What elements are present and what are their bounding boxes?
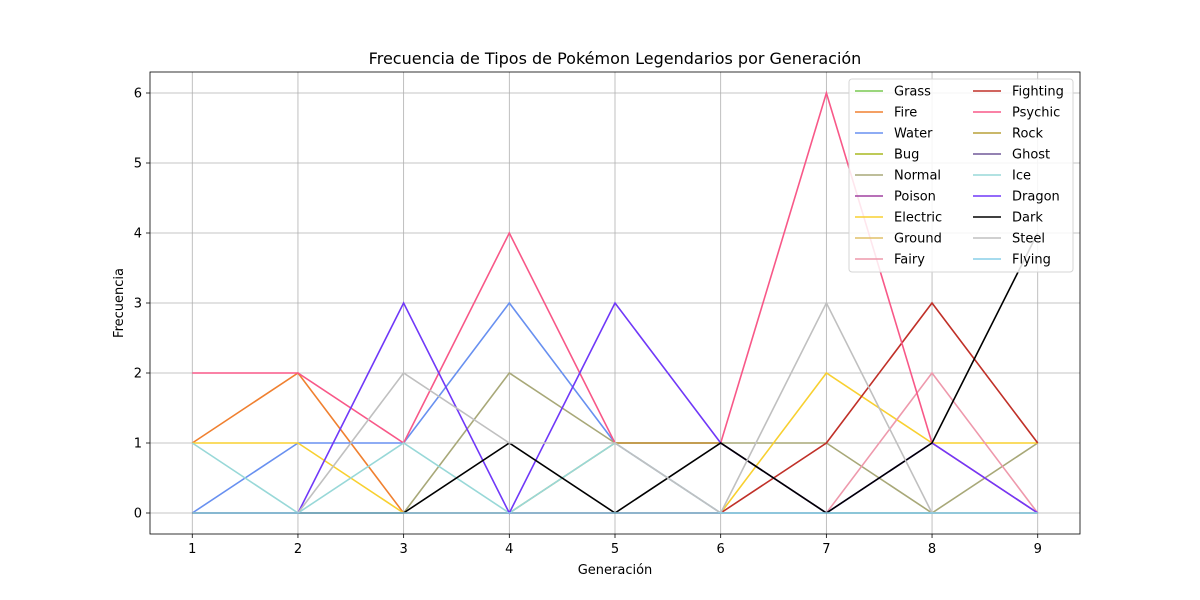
legend-label-bug: Bug bbox=[894, 148, 919, 163]
legend-box bbox=[848, 78, 1074, 273]
legend-label-normal: Normal bbox=[894, 169, 941, 184]
legend-label-poison: Poison bbox=[894, 190, 936, 205]
x-axis: 1 2 3 4 5 6 7 8 9 bbox=[188, 534, 1042, 557]
legend-label-electric: Electric bbox=[894, 211, 942, 226]
y-axis: 0 1 2 3 4 5 6 bbox=[134, 87, 150, 522]
x-tick-label: 7 bbox=[822, 542, 830, 557]
series-line-steel bbox=[192, 301, 1038, 515]
legend-label-fire: Fire bbox=[894, 106, 917, 121]
y-tick-label: 2 bbox=[134, 367, 142, 382]
y-tick-label: 5 bbox=[134, 157, 142, 172]
x-tick-label: 8 bbox=[928, 542, 936, 557]
y-tick-label: 0 bbox=[134, 507, 142, 522]
x-tick-label: 4 bbox=[505, 542, 513, 557]
x-tick-label: 2 bbox=[294, 542, 302, 557]
plot-area bbox=[191, 90, 1039, 515]
y-tick-label: 1 bbox=[134, 437, 142, 452]
legend-label-dark: Dark bbox=[1012, 211, 1043, 226]
legend-label-ground: Ground bbox=[894, 232, 942, 247]
y-tick-label: 6 bbox=[134, 87, 142, 102]
y-tick-label: 3 bbox=[134, 297, 142, 312]
x-tick-label: 3 bbox=[399, 542, 407, 557]
y-tick-label: 4 bbox=[134, 227, 142, 242]
legend-label-rock: Rock bbox=[1012, 127, 1044, 142]
legend-label-grass: Grass bbox=[894, 85, 931, 100]
x-tick-label: 5 bbox=[611, 542, 619, 557]
x-tick-label: 1 bbox=[188, 542, 196, 557]
x-axis-label: Generación bbox=[578, 563, 653, 578]
legend-label-ice: Ice bbox=[1012, 169, 1031, 184]
x-tick-label: 6 bbox=[717, 542, 725, 557]
legend-label-dragon: Dragon bbox=[1012, 190, 1060, 205]
legend: Grass Fire Water Bug Normal Poison Electric Gro… bbox=[848, 78, 1074, 273]
legend-label-fighting: Fighting bbox=[1012, 85, 1064, 100]
legend-label-fairy: Fairy bbox=[894, 253, 925, 268]
legend-label-water: Water bbox=[894, 127, 933, 142]
y-axis-label: Frecuencia bbox=[112, 268, 127, 338]
legend-label-steel: Steel bbox=[1012, 232, 1045, 247]
x-tick-label: 9 bbox=[1034, 542, 1042, 557]
legend-label-psychic: Psychic bbox=[1012, 106, 1060, 121]
legend-label-flying: Flying bbox=[1012, 253, 1051, 268]
legend-label-ghost: Ghost bbox=[1012, 148, 1050, 163]
chart-title: Frecuencia de Tipos de Pokémon Legendari… bbox=[369, 49, 862, 68]
